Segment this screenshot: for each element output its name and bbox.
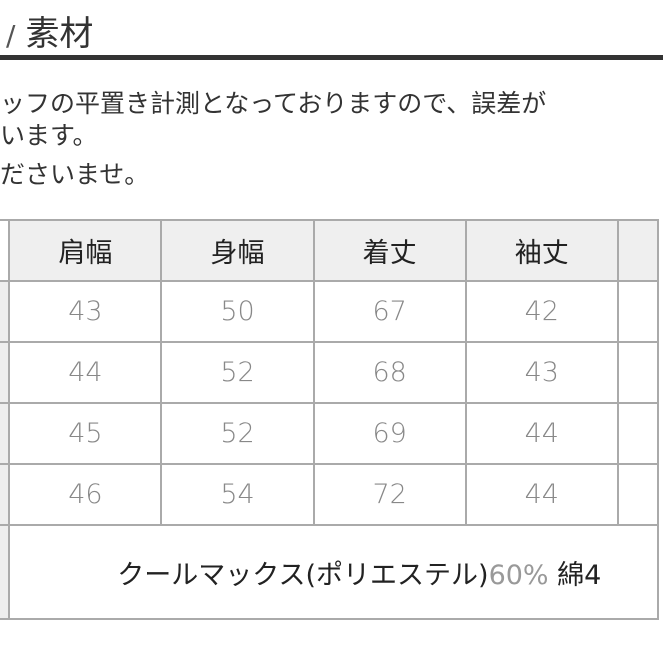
table-row: 46 54 72 44 [0,463,660,526]
title-text: 素材 [25,14,94,54]
cell: 46 [8,463,163,526]
material-cell: クールマックス(ポリエステル)60% 綿4 [8,524,659,620]
note-line: ッフの平置き計測となっておりますので、誤差が [0,89,547,118]
cell: 44 [8,341,163,404]
material-name: クールマックス(ポリエステル) [117,559,489,591]
header-cell: 袖丈 [464,219,619,282]
cell: 52 [160,341,315,404]
note-line: います。 [0,121,98,150]
table-row: 45 52 69 44 [0,402,660,465]
size-table: 肩幅 身幅 着丈 袖丈 43 50 67 42 44 52 68 43 45 52 69 44 4… [0,219,660,620]
table-row: 43 50 67 42 [0,280,660,343]
cell: 50 [160,280,315,343]
header-cell: 肩幅 [8,219,163,282]
note-line: ださいませ。 [0,160,150,189]
cell: 44 [464,402,619,465]
cell: 43 [464,341,619,404]
material-percent: 60% [488,559,549,591]
cell: 43 [8,280,163,343]
header-cell: 身幅 [160,219,315,282]
cell: 54 [160,463,315,526]
table-header-row: 肩幅 身幅 着丈 袖丈 [0,219,660,282]
cell: 44 [464,463,619,526]
divider [0,55,663,60]
cell: 42 [464,280,619,343]
cell: 67 [312,280,467,343]
cell: 52 [160,402,315,465]
material-rest: 綿4 [548,559,602,591]
cell: 72 [312,463,467,526]
header-cell: 着丈 [312,219,467,282]
slash: / [6,19,16,52]
section-title: / 素材 [6,6,93,55]
cell: 45 [8,402,163,465]
material-row: クールマックス(ポリエステル)60% 綿4 [0,524,659,620]
cell: 69 [312,402,467,465]
table-row: 44 52 68 43 [0,341,660,404]
cell: 68 [312,341,467,404]
